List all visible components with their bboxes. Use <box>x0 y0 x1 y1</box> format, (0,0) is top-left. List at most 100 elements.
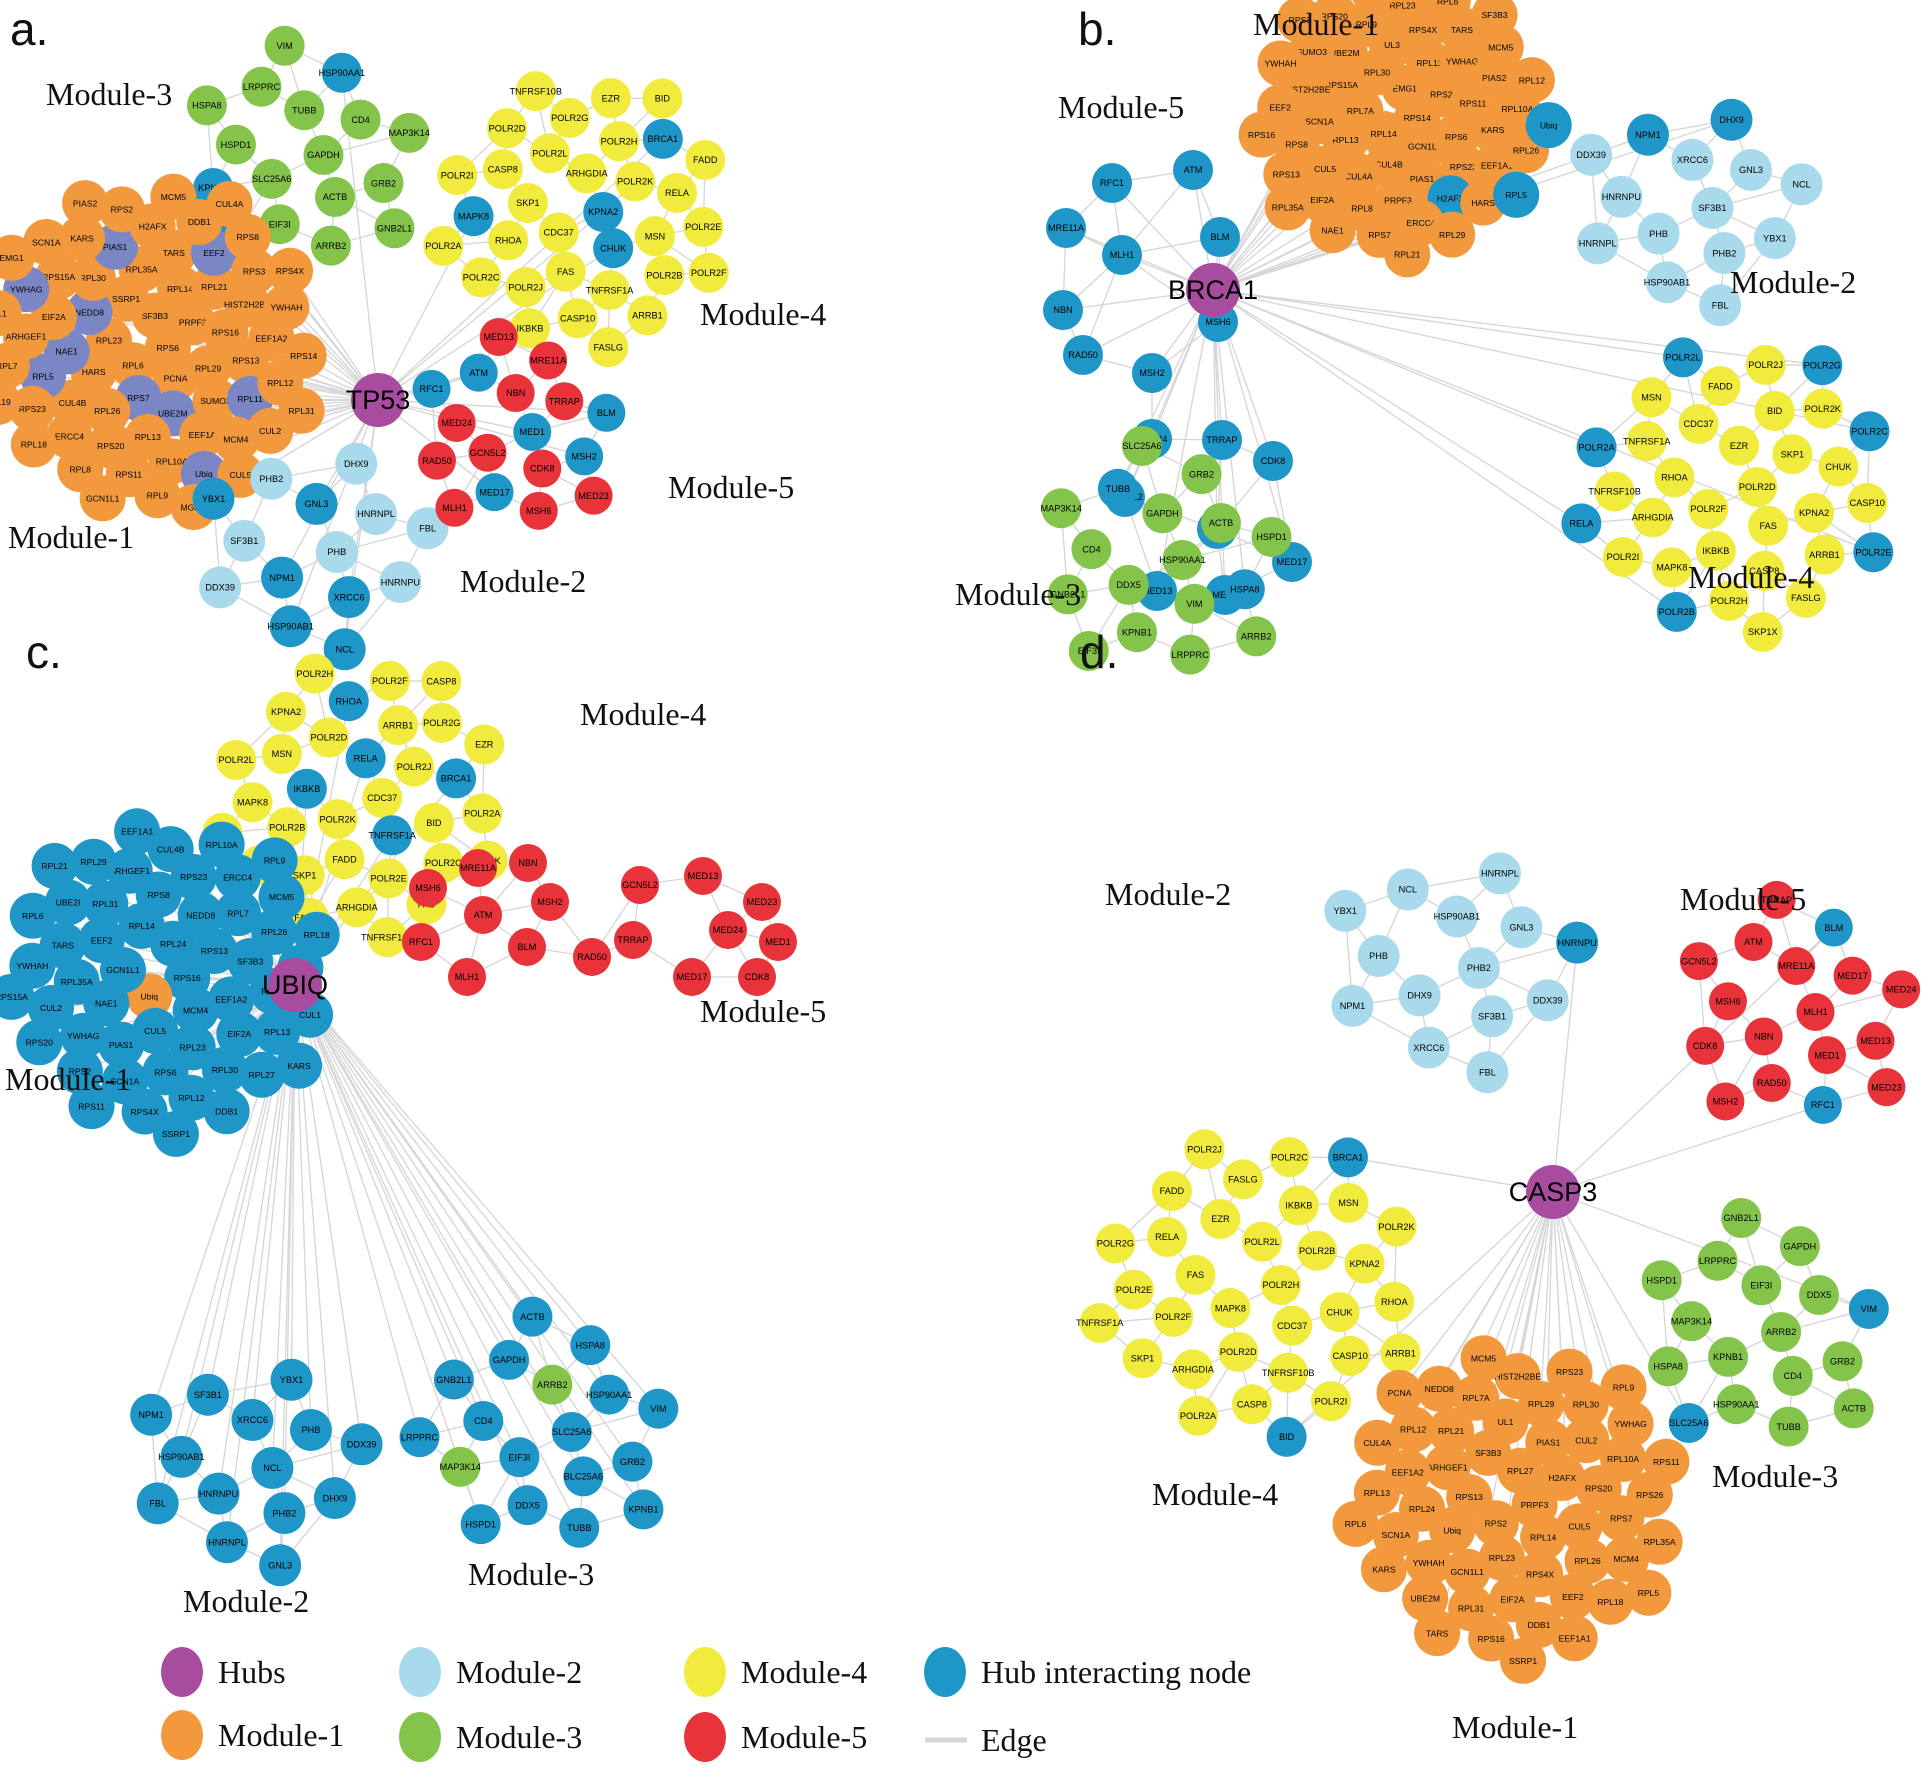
node-label-HSP90AA1: HSP90AA1 <box>586 1390 632 1400</box>
node-label-YBX1: YBX1 <box>1763 233 1787 243</box>
node-label-PHB2: PHB2 <box>259 474 283 484</box>
node-MLH1 <box>1796 993 1835 1031</box>
node-VIM <box>638 1388 679 1429</box>
node-KPNA2 <box>583 192 624 232</box>
node-label-UBE2M: UBE2M <box>1410 1594 1440 1604</box>
node-DDB1 <box>203 1088 250 1135</box>
node-DDX39 <box>1526 979 1569 1022</box>
node-NPM1 <box>1626 113 1669 156</box>
node-label-RPL10A: RPL10A <box>156 456 188 466</box>
node-label-MCM5: MCM5 <box>1488 42 1514 52</box>
node-label-RAD50: RAD50 <box>422 456 452 466</box>
node-MCM4 <box>172 987 219 1034</box>
node-POLR2D <box>487 108 528 149</box>
node-RPL23 <box>1379 0 1426 29</box>
node-UL1 <box>0 290 22 337</box>
panel-d-module-2-cluster: PHB2 DHX9 HSP90AB1 SF3B1 PHB GNL3 XRCC6 NCL DDX3… <box>1324 852 1599 1094</box>
legend-swatch-module-5 <box>684 1712 726 1762</box>
node-EZR <box>1200 1198 1241 1239</box>
node-label-RPL8: RPL8 <box>69 464 91 474</box>
node-XRCC6 <box>1671 138 1714 181</box>
node-Ubiq <box>1525 102 1572 149</box>
label-module-5: Module-5 <box>668 469 794 505</box>
legend-swatch-module-4 <box>684 1647 726 1697</box>
node-label-CASP10: CASP10 <box>560 313 595 323</box>
node-label-MCM5: MCM5 <box>1471 1354 1497 1364</box>
node-XRCC6 <box>231 1398 274 1441</box>
panel-b-module-5-cluster: ATMRFC1MRE11ABLMMLH1NBNMSH6RAD50MSH2MED2… <box>1043 150 1312 615</box>
node-label-RPL21: RPL21 <box>201 282 227 292</box>
node-label-PCNA: PCNA <box>164 374 188 384</box>
panel-letter-d: d. <box>1080 626 1118 678</box>
hub-BRCA1: BRCA1 <box>1168 263 1258 317</box>
node-ATM <box>464 896 502 934</box>
node-label-CUL5: CUL5 <box>144 1026 166 1036</box>
node-SCN1A <box>23 219 70 266</box>
hub-circle-BRCA1 <box>1186 263 1240 317</box>
node-HSP90AB1 <box>1645 261 1688 304</box>
node-label-TNFRSF1A: TNFRSF1A <box>1076 1318 1124 1328</box>
node-label-TARS: TARS <box>52 940 75 950</box>
node-label-RPL14: RPL14 <box>1530 1532 1556 1542</box>
node-LRPPRC <box>1697 1240 1738 1281</box>
node-label-NEDD8: NEDD8 <box>186 910 215 920</box>
node-label-FADD: FADD <box>693 155 718 165</box>
node-label-GRB2: GRB2 <box>1189 469 1214 479</box>
node-label-POLR2E: POLR2E <box>685 222 721 232</box>
node-label-EMG1: EMG1 <box>0 253 24 263</box>
label-module-3: Module-3 <box>1712 1458 1838 1494</box>
node-label-ARRB2: ARRB2 <box>1766 1327 1797 1337</box>
node-HSPD1 <box>460 1504 501 1545</box>
node-VIM <box>264 25 305 66</box>
node-label-RAD50: RAD50 <box>1757 1078 1787 1088</box>
node-RPL6 <box>9 892 56 939</box>
node-label-CUL4A: CUL4A <box>216 199 244 209</box>
node-GRB2 <box>1181 454 1222 495</box>
node-label-POLR2C: POLR2C <box>425 858 462 868</box>
node-label-PCNA: PCNA <box>1388 1388 1412 1398</box>
node-RPS3 <box>231 248 278 295</box>
node-label-RPL10A: RPL10A <box>1501 104 1533 114</box>
node-label-POLR2J: POLR2J <box>508 282 543 292</box>
node-NCL <box>1386 868 1429 911</box>
label-module-4: Module-4 <box>700 296 826 332</box>
node-CASP8 <box>1231 1384 1272 1425</box>
node-NBN <box>496 374 535 413</box>
hub-edge <box>377 399 585 458</box>
node-label-RPS2: RPS2 <box>111 205 134 215</box>
node-MED1 <box>1807 1036 1846 1075</box>
node-label-FASLG: FASLG <box>593 342 623 352</box>
panel-a-module-3-cluster: GAPDH SLC25A6 TUBB ACTB HSPD1 CD4 EIF3I LRPPRC G… <box>186 25 430 266</box>
node-RPS23 <box>9 385 56 432</box>
node-label-RPS13: RPS13 <box>1273 169 1300 179</box>
node-label-XRCC6: XRCC6 <box>1677 155 1708 165</box>
node-label-POLR2E: POLR2E <box>1855 547 1891 557</box>
node-SKP1 <box>507 183 548 224</box>
node-label-MED23: MED23 <box>1871 1082 1902 1092</box>
node-label-NBN: NBN <box>1053 305 1072 315</box>
node-label-HSP90AA1: HSP90AA1 <box>319 68 365 78</box>
node-ARHGDIA <box>336 887 377 928</box>
node-label-IKBKB: IKBKB <box>293 784 320 794</box>
node-label-CUL2: CUL2 <box>40 1003 62 1013</box>
node-FBL <box>1699 284 1742 327</box>
node-KARS <box>1360 1546 1407 1593</box>
node-label-MSN: MSN <box>645 231 665 241</box>
node-RPL9 <box>1600 1364 1647 1411</box>
hub-CASP3: CASP3 <box>1509 1165 1597 1219</box>
node-label-KARS: KARS <box>1372 1564 1396 1574</box>
node-label-EEF1A: EEF1A <box>189 430 216 440</box>
node-label-PHB2: PHB2 <box>1467 963 1491 973</box>
node-label-POLR2J: POLR2J <box>1748 360 1783 370</box>
node-MED24 <box>709 911 747 949</box>
node-POLR2A <box>1177 1395 1218 1436</box>
node-YBX1 <box>1324 889 1367 932</box>
node-label-CUL5: CUL5 <box>1568 1522 1590 1532</box>
node-label-GCN1L1: GCN1L1 <box>106 965 140 975</box>
node-label-POLR2A: POLR2A <box>425 241 462 251</box>
node-label-UL3: UL3 <box>1384 40 1400 50</box>
node-label-RPS6: RPS6 <box>157 343 180 353</box>
node-FADD <box>324 839 365 880</box>
node-label-PIAS2: PIAS2 <box>73 198 98 208</box>
node-MSN <box>634 216 675 257</box>
